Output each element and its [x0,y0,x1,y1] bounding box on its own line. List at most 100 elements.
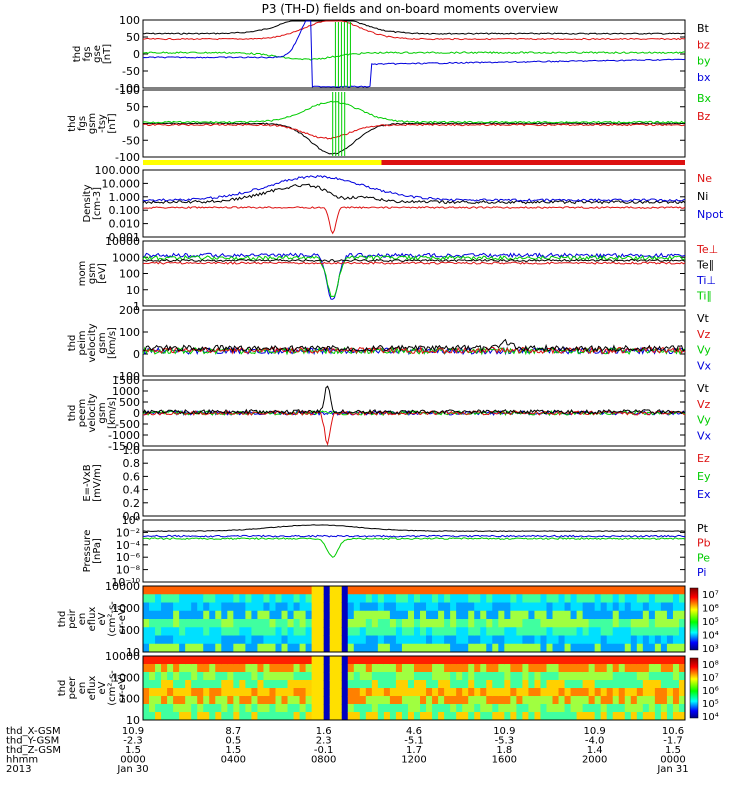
spectrogram-cell [666,610,674,620]
spectrogram-cell [582,672,590,681]
spectrogram-cell [426,586,433,595]
spectrogram-cell [239,672,246,681]
spectrogram-cell [395,627,403,636]
spectrogram-cell [426,627,433,636]
spectrogram-cell [462,696,469,705]
spectrogram-cell [516,656,523,665]
spectrogram-cell [359,635,367,645]
spectrogram-cell [401,610,409,620]
spectrogram-cell [486,712,493,721]
spectrogram-cell [414,704,421,713]
spectrogram-cell [197,672,204,681]
spectrogram-cell [335,680,343,689]
legend-Ni: Ni [697,190,708,203]
spectrogram-cell [335,712,343,721]
spectrogram-cell [462,672,469,681]
spectrogram-cell [594,656,602,665]
spectrogram-cell [251,704,258,713]
y-axis-label-line: eflux [87,607,98,632]
spectrogram-cell [245,704,252,713]
spectrogram-cell [341,643,349,653]
spectrogram-cell [444,610,451,620]
spectrogram-cell [552,712,560,721]
series-trace [142,183,686,205]
spectrogram-cell [389,696,397,705]
legend-Pb: Pb [697,537,711,550]
spectrogram-cell [414,635,421,645]
spectrogram-cell [498,712,505,721]
spectrogram-cell [377,586,385,595]
spectrogram-cell [167,627,174,636]
spectrogram-cell [329,619,337,628]
spectrogram-cell [666,680,674,689]
spectrogram-cell [227,627,234,636]
spectrogram-cell [389,712,397,721]
spectrogram-cell [414,627,421,636]
spectrogram-cell [251,672,258,681]
spectrogram-cell [636,635,644,645]
spectrogram-cell [594,619,602,628]
spectrogram-cell [251,680,258,689]
spectrogram-cell [414,586,421,595]
spectrogram-cell [209,688,216,697]
spectrogram-cell [558,627,566,636]
spectrogram-cell [468,619,475,628]
legend-Ex: Ex [697,488,711,501]
spectrogram-cell [498,672,505,681]
spectrogram-cell [233,696,240,705]
y-tick-label: 0.2 [123,497,141,510]
spectrogram-cell [648,610,656,620]
spectrogram-cell [251,594,258,603]
spectrogram-cell [636,594,644,603]
spectrogram-cell [624,627,632,636]
y-tick-label: 10 [126,714,140,727]
y-tick-label: 100 [119,693,140,706]
spectrogram-cell [287,586,295,595]
spectrogram-cell [414,602,421,612]
spectrogram-cell [305,696,313,705]
spectrogram-cell [516,704,523,713]
spectrogram-cell [516,672,523,681]
spectrogram-cell [486,610,493,620]
spectrogram-cell [510,635,517,645]
spectrogram-cell [281,696,289,705]
spectrogram-cell [594,672,602,681]
spectrogram-cell [438,635,445,645]
spectrogram-cell [522,602,529,612]
spectrogram-cell [510,712,517,721]
spectrogram-cell [480,656,487,665]
spectrogram-cell [155,619,162,628]
spectrogram-cell [456,712,463,721]
spectrogram-cell [245,664,252,673]
spectrogram-cell [209,610,216,620]
spectrogram-cell [648,602,656,612]
spectrogram-cell [588,635,596,645]
spectrogram-cell [221,627,228,636]
spectrogram-cell [582,680,590,689]
x-axis-value: -4.0 [585,736,605,747]
spectrogram-cell [365,610,373,620]
spectrogram-cell [287,627,295,636]
spectrogram-cell [365,680,373,689]
spectrogram-cell [389,664,397,673]
spectrogram-cell [311,610,319,620]
spectrogram-cell [155,602,162,612]
spectrogram-cell [299,643,307,653]
y-axis-label: thd fgs gse [nT] [72,44,113,64]
spectrogram-cell [666,712,674,721]
spectrogram-cell [185,656,192,665]
spectrogram-cell [305,712,313,721]
spectrogram-cell [612,656,620,665]
spectrogram-cell [179,627,186,636]
spectrogram-cell [317,594,325,603]
spectrogram-cell [383,594,391,603]
y-tick-label: 10000 [105,580,140,593]
spectrogram-cell [678,627,686,636]
spectrogram-cell [389,704,397,713]
spectrogram-cell [630,712,638,721]
spectrogram-cell [504,704,511,713]
spectrogram-cell [359,696,367,705]
spectrogram-cell [420,688,427,697]
spectrogram-cell [293,656,301,665]
spectrogram-cell [534,610,541,620]
